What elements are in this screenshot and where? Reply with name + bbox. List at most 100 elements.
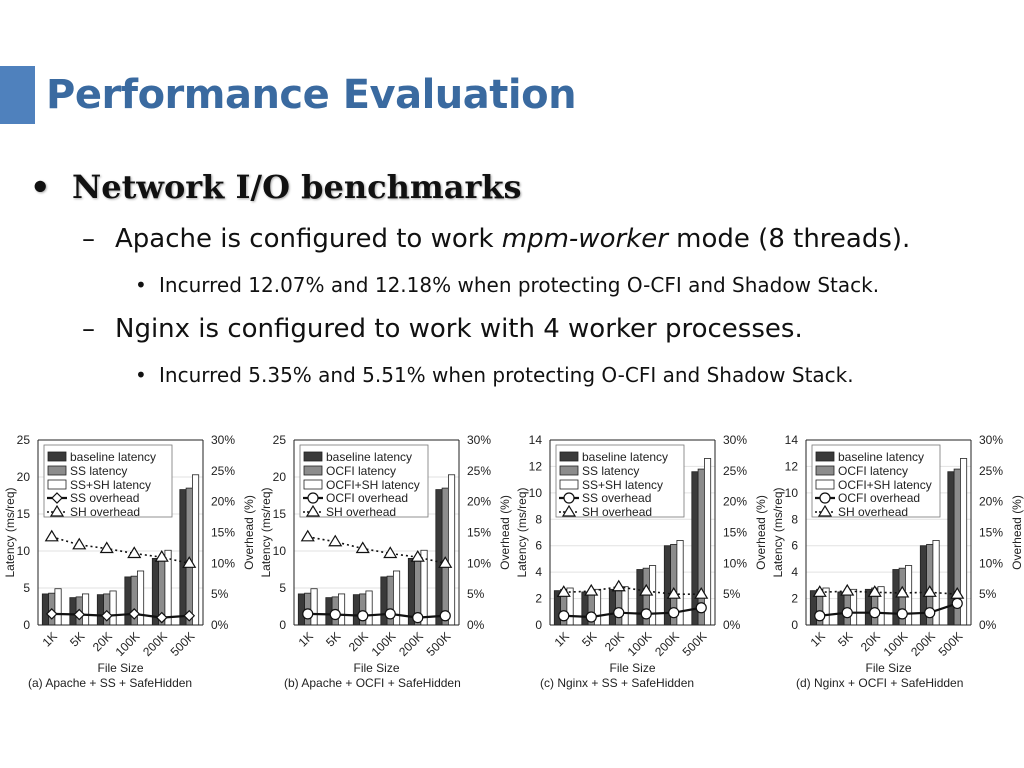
bullet-dot-icon: • — [135, 363, 147, 387]
x-tick-label: 100K — [113, 629, 143, 659]
overhead-marker — [840, 583, 855, 596]
legend-swatch — [303, 451, 323, 462]
x-tick-label: 500K — [168, 629, 198, 659]
y2-tick-label: 25% — [211, 464, 235, 478]
overhead-marker — [584, 583, 599, 596]
legend-marker — [305, 504, 321, 517]
y-tick-label: 5 — [23, 581, 30, 595]
overhead-line — [563, 585, 702, 595]
overhead-marker — [383, 546, 398, 559]
bar — [837, 591, 845, 626]
legend-marker — [51, 492, 63, 504]
charts-row: 1K 5K 20K 100K 200K 500K 0 5 10 15 20 25 0% 5% 10% 15% 2… — [0, 425, 1024, 700]
legend-label: OCFI latency — [326, 464, 396, 478]
overhead-marker — [99, 541, 114, 554]
x-tick-label: 500K — [936, 629, 966, 659]
legend-label: SH overhead — [326, 505, 396, 519]
legend-marker — [819, 492, 831, 504]
detail-apache-text: Incurred 12.07% and 12.18% when protecti… — [159, 273, 880, 297]
overhead-marker — [45, 608, 58, 620]
overhead-marker — [896, 608, 908, 620]
x-tick-label: 5K — [67, 629, 87, 649]
legend-swatch — [559, 465, 579, 476]
y-tick-label: 8 — [791, 512, 798, 526]
overhead-marker — [666, 587, 681, 599]
bar — [179, 489, 187, 626]
apache-text-start: Apache is configured to work — [115, 224, 502, 254]
x-tick-label: 200K — [652, 629, 682, 659]
bar — [297, 593, 305, 626]
bar — [54, 588, 62, 626]
x-tick-label: 100K — [881, 629, 911, 659]
x-tick-label: 500K — [680, 629, 710, 659]
overhead-marker — [412, 612, 424, 624]
x-tick-label: 500K — [424, 629, 454, 659]
legend-swatch — [559, 451, 579, 462]
overhead-marker — [895, 585, 910, 598]
y-tick-label: 4 — [791, 565, 798, 579]
y-tick-label: 2 — [791, 592, 798, 606]
legend-swatch — [47, 465, 67, 476]
x-tick-label: 20K — [90, 629, 115, 654]
chart-caption: (d) Nginx + OCFI + SafeHidden — [796, 676, 963, 690]
chart-caption: (a) Apache + SS + SafeHidden — [28, 676, 192, 690]
y2-tick-label: 0% — [979, 618, 997, 632]
y2-tick-label: 15% — [979, 526, 1003, 540]
y-tick-label: 4 — [535, 565, 542, 579]
overhead-marker — [695, 602, 707, 614]
overhead-marker — [127, 546, 142, 559]
x-tick-label: 5K — [579, 629, 599, 649]
y-tick-label: 0 — [23, 618, 30, 632]
y2-tick-label: 0% — [723, 618, 741, 632]
legend-label: OCFI overhead — [326, 491, 408, 505]
legend-swatch — [815, 451, 835, 462]
y-tick-label: 25 — [17, 433, 31, 447]
x-tick-label: 1K — [296, 629, 316, 649]
y-tick-label: 10 — [785, 486, 799, 500]
legend-label: OCFI+SH latency — [326, 478, 420, 492]
legend-swatch — [303, 465, 323, 476]
legend-label: baseline latency — [326, 450, 412, 464]
bullet-list: • Network I/O benchmarks – Apache is con… — [30, 168, 910, 387]
x-tick-label: 5K — [323, 629, 343, 649]
bar — [82, 593, 90, 626]
bar — [124, 576, 132, 626]
y2-tick-label: 10% — [979, 556, 1003, 570]
y-tick-label: 10 — [273, 544, 287, 558]
y-axis-title: Latency (ms/req) — [771, 487, 785, 577]
bar — [352, 594, 360, 626]
y2-tick-label: 15% — [723, 526, 747, 540]
overhead-marker — [300, 529, 315, 542]
y-tick-label: 8 — [535, 512, 542, 526]
overhead-marker — [922, 585, 937, 597]
legend-swatch — [815, 465, 835, 476]
y-axis-title: Latency (ms/req) — [3, 487, 17, 577]
x-tick-label: 100K — [369, 629, 399, 659]
overhead-marker — [302, 608, 314, 620]
y-tick-label: 14 — [785, 433, 799, 447]
dash-icon: – — [82, 314, 95, 344]
y2-tick-label: 20% — [723, 495, 747, 509]
charts-svg: 1K 5K 20K100K200K500K05101520250%5%10%15%2… — [3, 433, 1024, 690]
overhead-marker — [100, 609, 113, 622]
overhead-marker — [841, 607, 853, 619]
overhead-marker — [357, 610, 369, 622]
x-tick-label: 20K — [346, 629, 371, 654]
y2-tick-label: 10% — [467, 556, 491, 570]
apache-mode-emphasis: mpm-worker — [501, 224, 668, 254]
overhead-marker — [924, 607, 936, 619]
y2-tick-label: 30% — [723, 433, 747, 447]
y-tick-label: 0 — [535, 618, 542, 632]
overhead-marker — [950, 587, 965, 599]
overhead-marker — [867, 585, 882, 597]
sub-bullet-apache-text: Apache is configured to work mpm-worker … — [115, 224, 910, 254]
apache-text-end: mode (8 threads). — [667, 224, 911, 254]
legend-label: OCFI latency — [838, 464, 908, 478]
y2-tick-label: 5% — [467, 587, 485, 601]
legend-marker — [307, 492, 319, 504]
legend-label: SS overhead — [70, 491, 139, 505]
y2-tick-label: 5% — [723, 587, 741, 601]
legend-label: SS+SH latency — [70, 478, 151, 492]
